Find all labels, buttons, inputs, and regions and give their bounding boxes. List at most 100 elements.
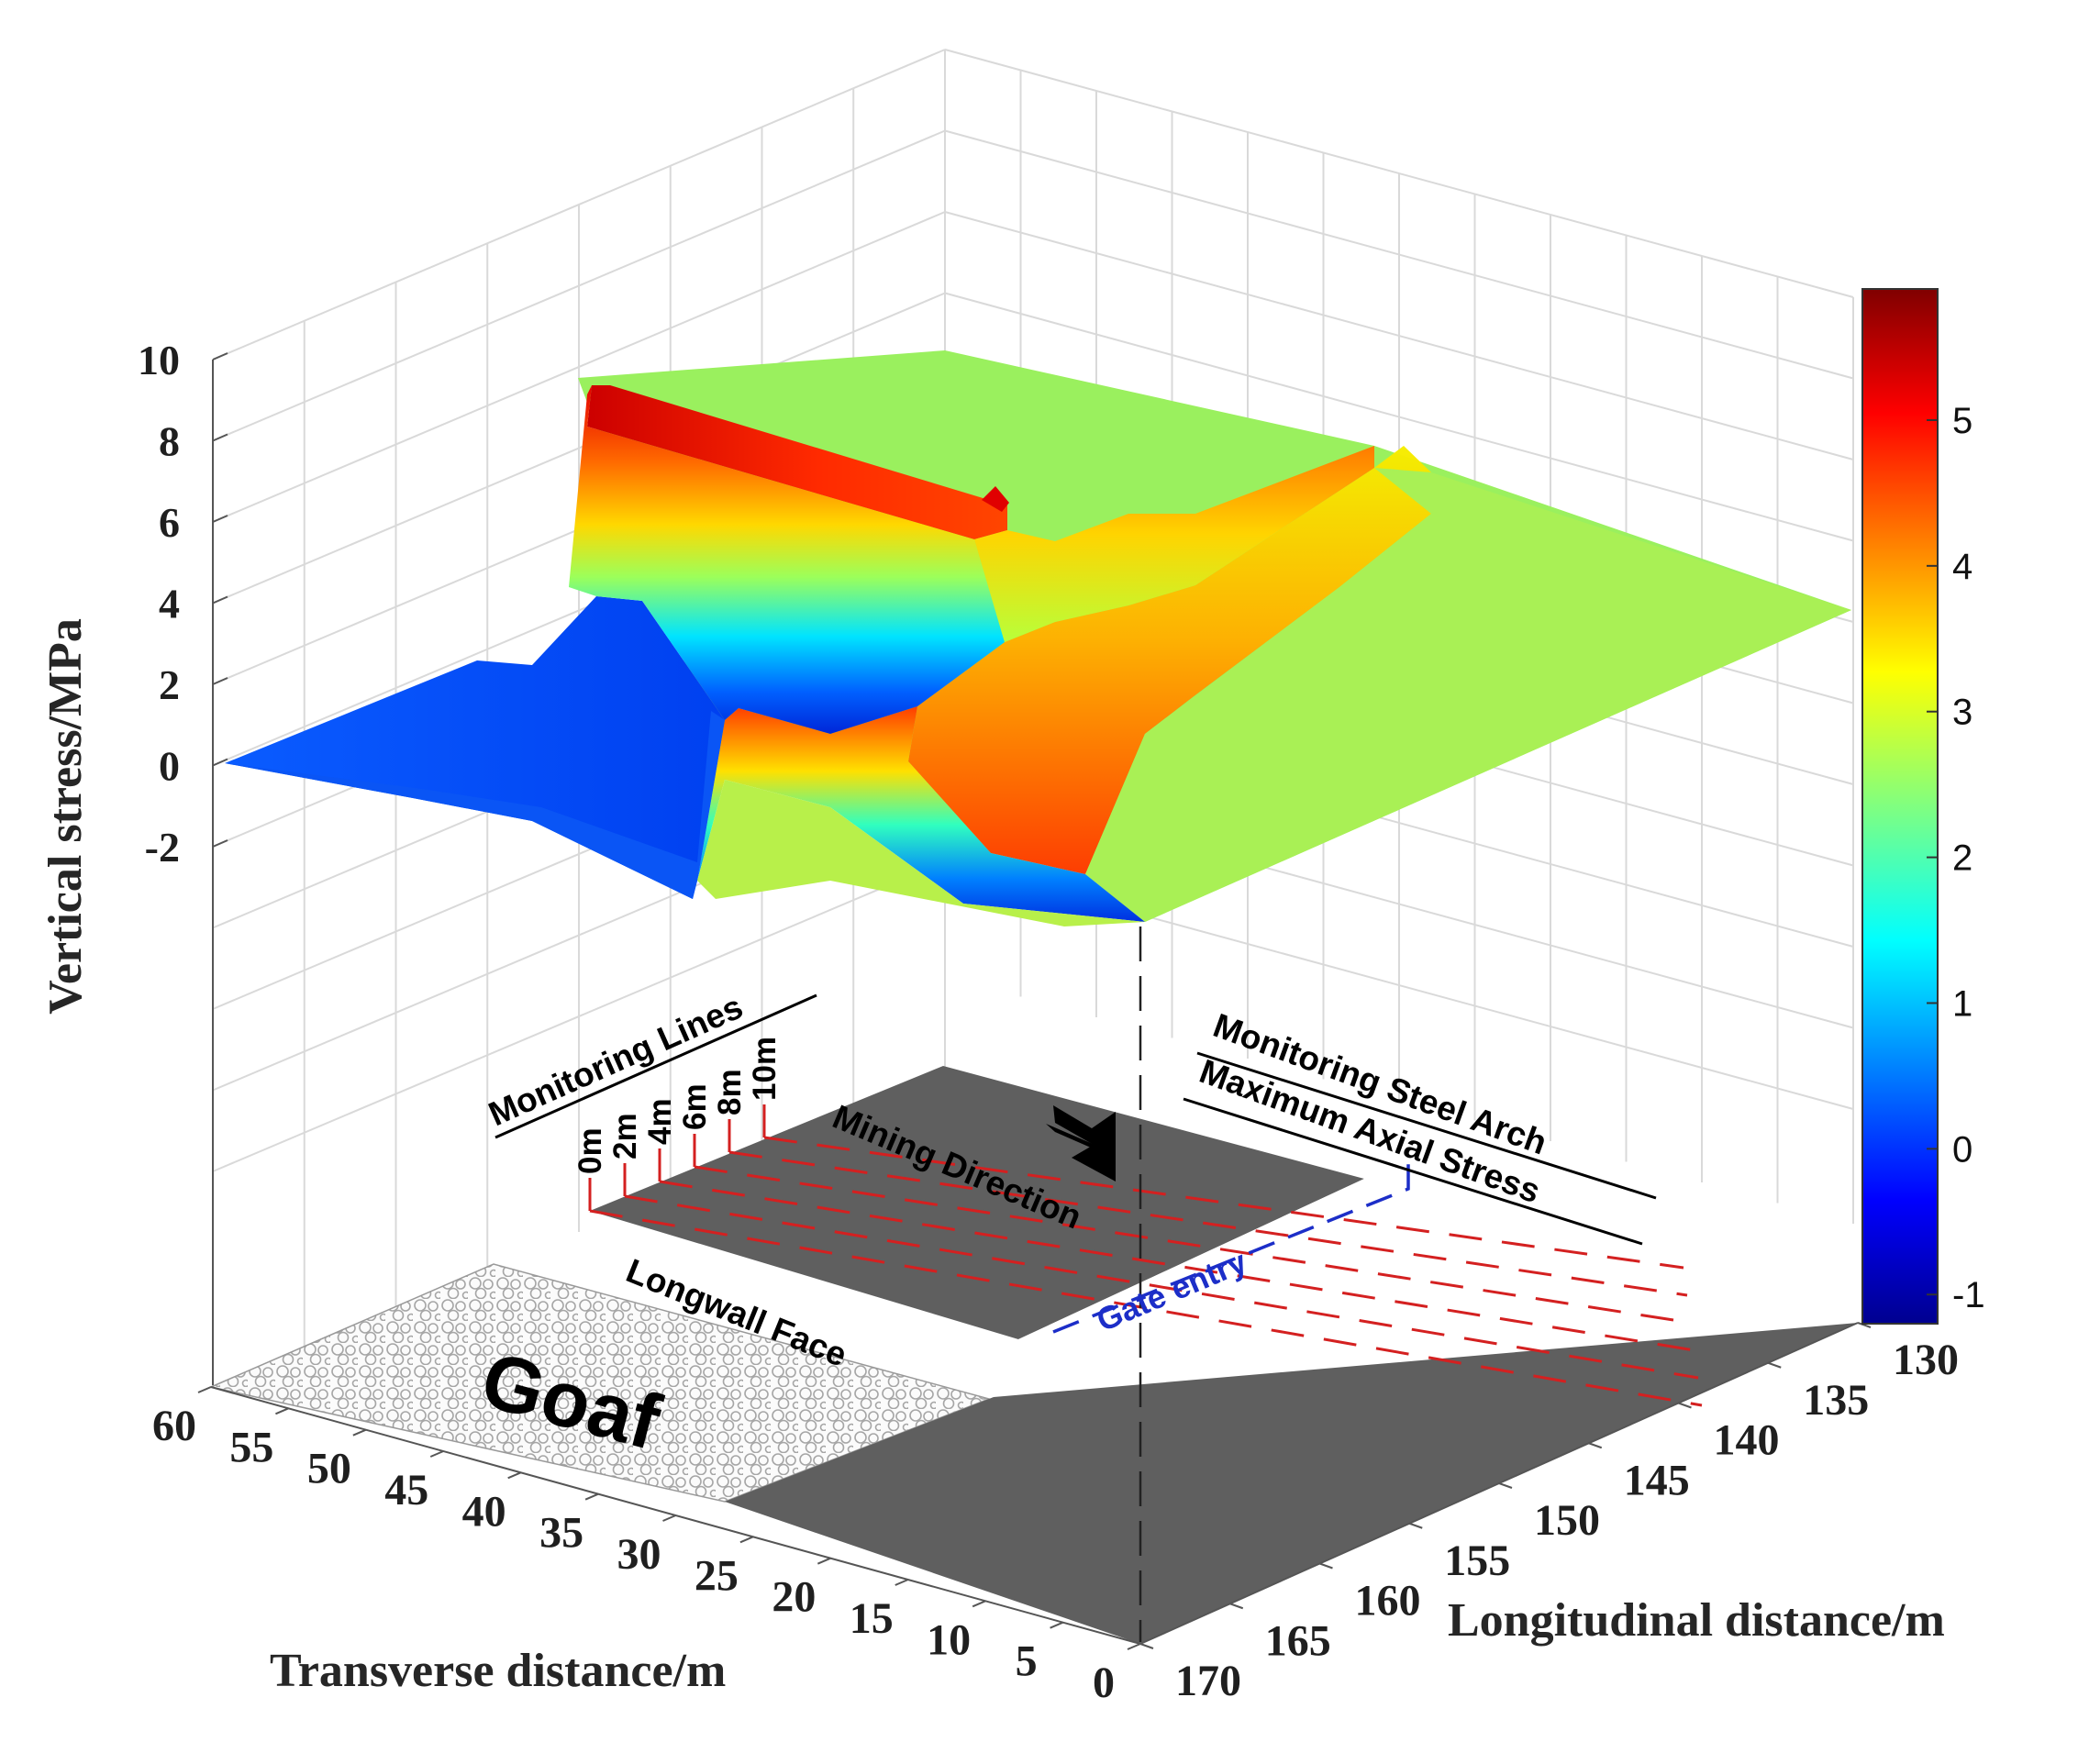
y-tick	[1857, 1322, 1872, 1328]
surface-wall-b	[697, 706, 1145, 922]
x-tick-label: 60	[152, 1402, 196, 1450]
x-tick	[275, 1407, 289, 1415]
monitoring-line	[589, 1209, 1703, 1407]
x-axis-label: Transverse distance/m	[270, 1645, 726, 1697]
z-axis-label: Vertical stress/MPa	[39, 618, 92, 1015]
z-tick-label: 4	[159, 581, 180, 627]
y-tick	[1139, 1643, 1154, 1649]
x-tick	[739, 1536, 754, 1544]
z-tick-label: 8	[159, 418, 180, 465]
x-tick-label: 40	[462, 1487, 506, 1536]
z-tick-label: 6	[159, 499, 180, 546]
gate-entry-strip	[1018, 1179, 1446, 1348]
x-tick-label: 25	[695, 1551, 739, 1600]
x-tick	[662, 1514, 676, 1522]
colorbar-tick-label: 0	[1952, 1129, 1972, 1170]
monitoring-line-label: 6m	[677, 1083, 713, 1130]
surface-peak-spike	[982, 486, 1009, 512]
x-tick-label: 0	[1093, 1659, 1115, 1707]
y-tick-label: 165	[1265, 1616, 1331, 1665]
monitoring-line	[659, 1180, 1695, 1352]
y-tick-label: 160	[1355, 1577, 1421, 1625]
monitoring-line-label: 10m	[747, 1037, 783, 1101]
y-tick	[1588, 1442, 1603, 1449]
z-tick	[212, 677, 228, 685]
x-tick	[352, 1428, 367, 1437]
y-tick	[1767, 1361, 1782, 1369]
y-tick	[1229, 1603, 1244, 1610]
surface-slope-a	[974, 446, 1374, 642]
monitoring-line-label: 8m	[712, 1069, 748, 1115]
monitoring-line-label: 4m	[642, 1098, 678, 1145]
z-tick	[212, 595, 228, 605]
z-tick	[212, 352, 228, 361]
x-tick	[197, 1386, 212, 1393]
z-tick-label: 2	[159, 661, 180, 708]
x-tick	[584, 1492, 599, 1501]
x-tick	[895, 1579, 909, 1586]
y-tick-label: 155	[1444, 1537, 1510, 1585]
z-axis: 10 8 6 4 2 0 -2	[138, 337, 228, 1385]
monitoring-line	[728, 1150, 1688, 1297]
x-tick	[429, 1450, 444, 1458]
monitoring-line-ticks	[588, 1104, 766, 1211]
y-tick	[1408, 1522, 1423, 1529]
surface-wall-b-front	[697, 780, 1145, 926]
panel-far	[590, 1066, 1364, 1339]
monitoring-line-label: 0m	[572, 1127, 608, 1174]
y-tick-label: 140	[1714, 1416, 1780, 1465]
colorbar-gradient	[1861, 288, 1939, 1325]
monitoring-lines	[589, 1136, 1703, 1407]
steel-arch-underline	[1196, 1051, 1657, 1200]
y-tick-label: 135	[1803, 1376, 1869, 1425]
stress-surface	[225, 350, 1851, 926]
monitoring-line	[624, 1194, 1699, 1380]
z-tick-label: 10	[138, 337, 180, 383]
x-tick-label: 30	[617, 1530, 661, 1579]
x-tick-label: 55	[229, 1423, 273, 1471]
z-tick	[212, 515, 228, 523]
colorbar-tick-label: 1	[1952, 983, 1972, 1024]
surface-back-ridge-b	[908, 446, 1431, 874]
x-tick-label: 5	[1016, 1637, 1038, 1686]
colorbar-tick-label: 5	[1952, 401, 1972, 441]
x-tick-label: 20	[772, 1573, 816, 1622]
y-tick	[1319, 1562, 1333, 1570]
mine-layout-floor	[208, 1066, 1858, 1644]
z-tick	[212, 433, 228, 442]
steel-arch-line	[1052, 1163, 1410, 1334]
y-axis-label: Longitudinal distance/m	[1448, 1594, 1945, 1647]
y-tick	[1678, 1402, 1692, 1409]
x-tick	[817, 1557, 831, 1565]
monitoring-line	[763, 1136, 1684, 1270]
y-tick-label: 130	[1893, 1336, 1959, 1384]
y-tick-label: 145	[1624, 1456, 1690, 1504]
x-tick-label: 45	[384, 1466, 428, 1514]
mining-direction-arrow	[1053, 1105, 1116, 1182]
y-tick-label: 170	[1175, 1657, 1241, 1705]
y-tick-label: 150	[1534, 1496, 1600, 1545]
y-tick	[1498, 1482, 1513, 1489]
colorbar-tick-label: 3	[1952, 693, 1972, 733]
z-tick	[212, 758, 228, 767]
surface-ridge-a-top	[587, 385, 1007, 539]
monitoring-lines-underline	[494, 993, 817, 1139]
z-tick-label: 0	[159, 743, 180, 790]
y-axis: 130 135 140 145 150 155 160 165 170	[1139, 1322, 1959, 1705]
x-tick-label: 10	[927, 1615, 971, 1664]
surface-low-blue-front	[225, 711, 725, 899]
mining-direction-arrow-body	[1046, 1124, 1099, 1151]
surface-low-blue	[225, 596, 725, 899]
surface-green-right	[1085, 468, 1851, 922]
monitoring-line	[694, 1165, 1692, 1325]
x-tick	[1127, 1643, 1141, 1650]
colorbar-tick-label: 4	[1952, 547, 1972, 587]
x-tick	[972, 1600, 986, 1608]
monitoring-line-labels: 0m 2m 4m 6m 8m 10m	[572, 1037, 783, 1174]
colorbar-tick-label: 2	[1952, 838, 1972, 879]
x-tick-label: 35	[539, 1509, 583, 1558]
surface-wall-a	[569, 385, 1005, 734]
monitoring-line-label: 2m	[607, 1113, 643, 1159]
colorbar-tick-label: -1	[1952, 1275, 1985, 1315]
